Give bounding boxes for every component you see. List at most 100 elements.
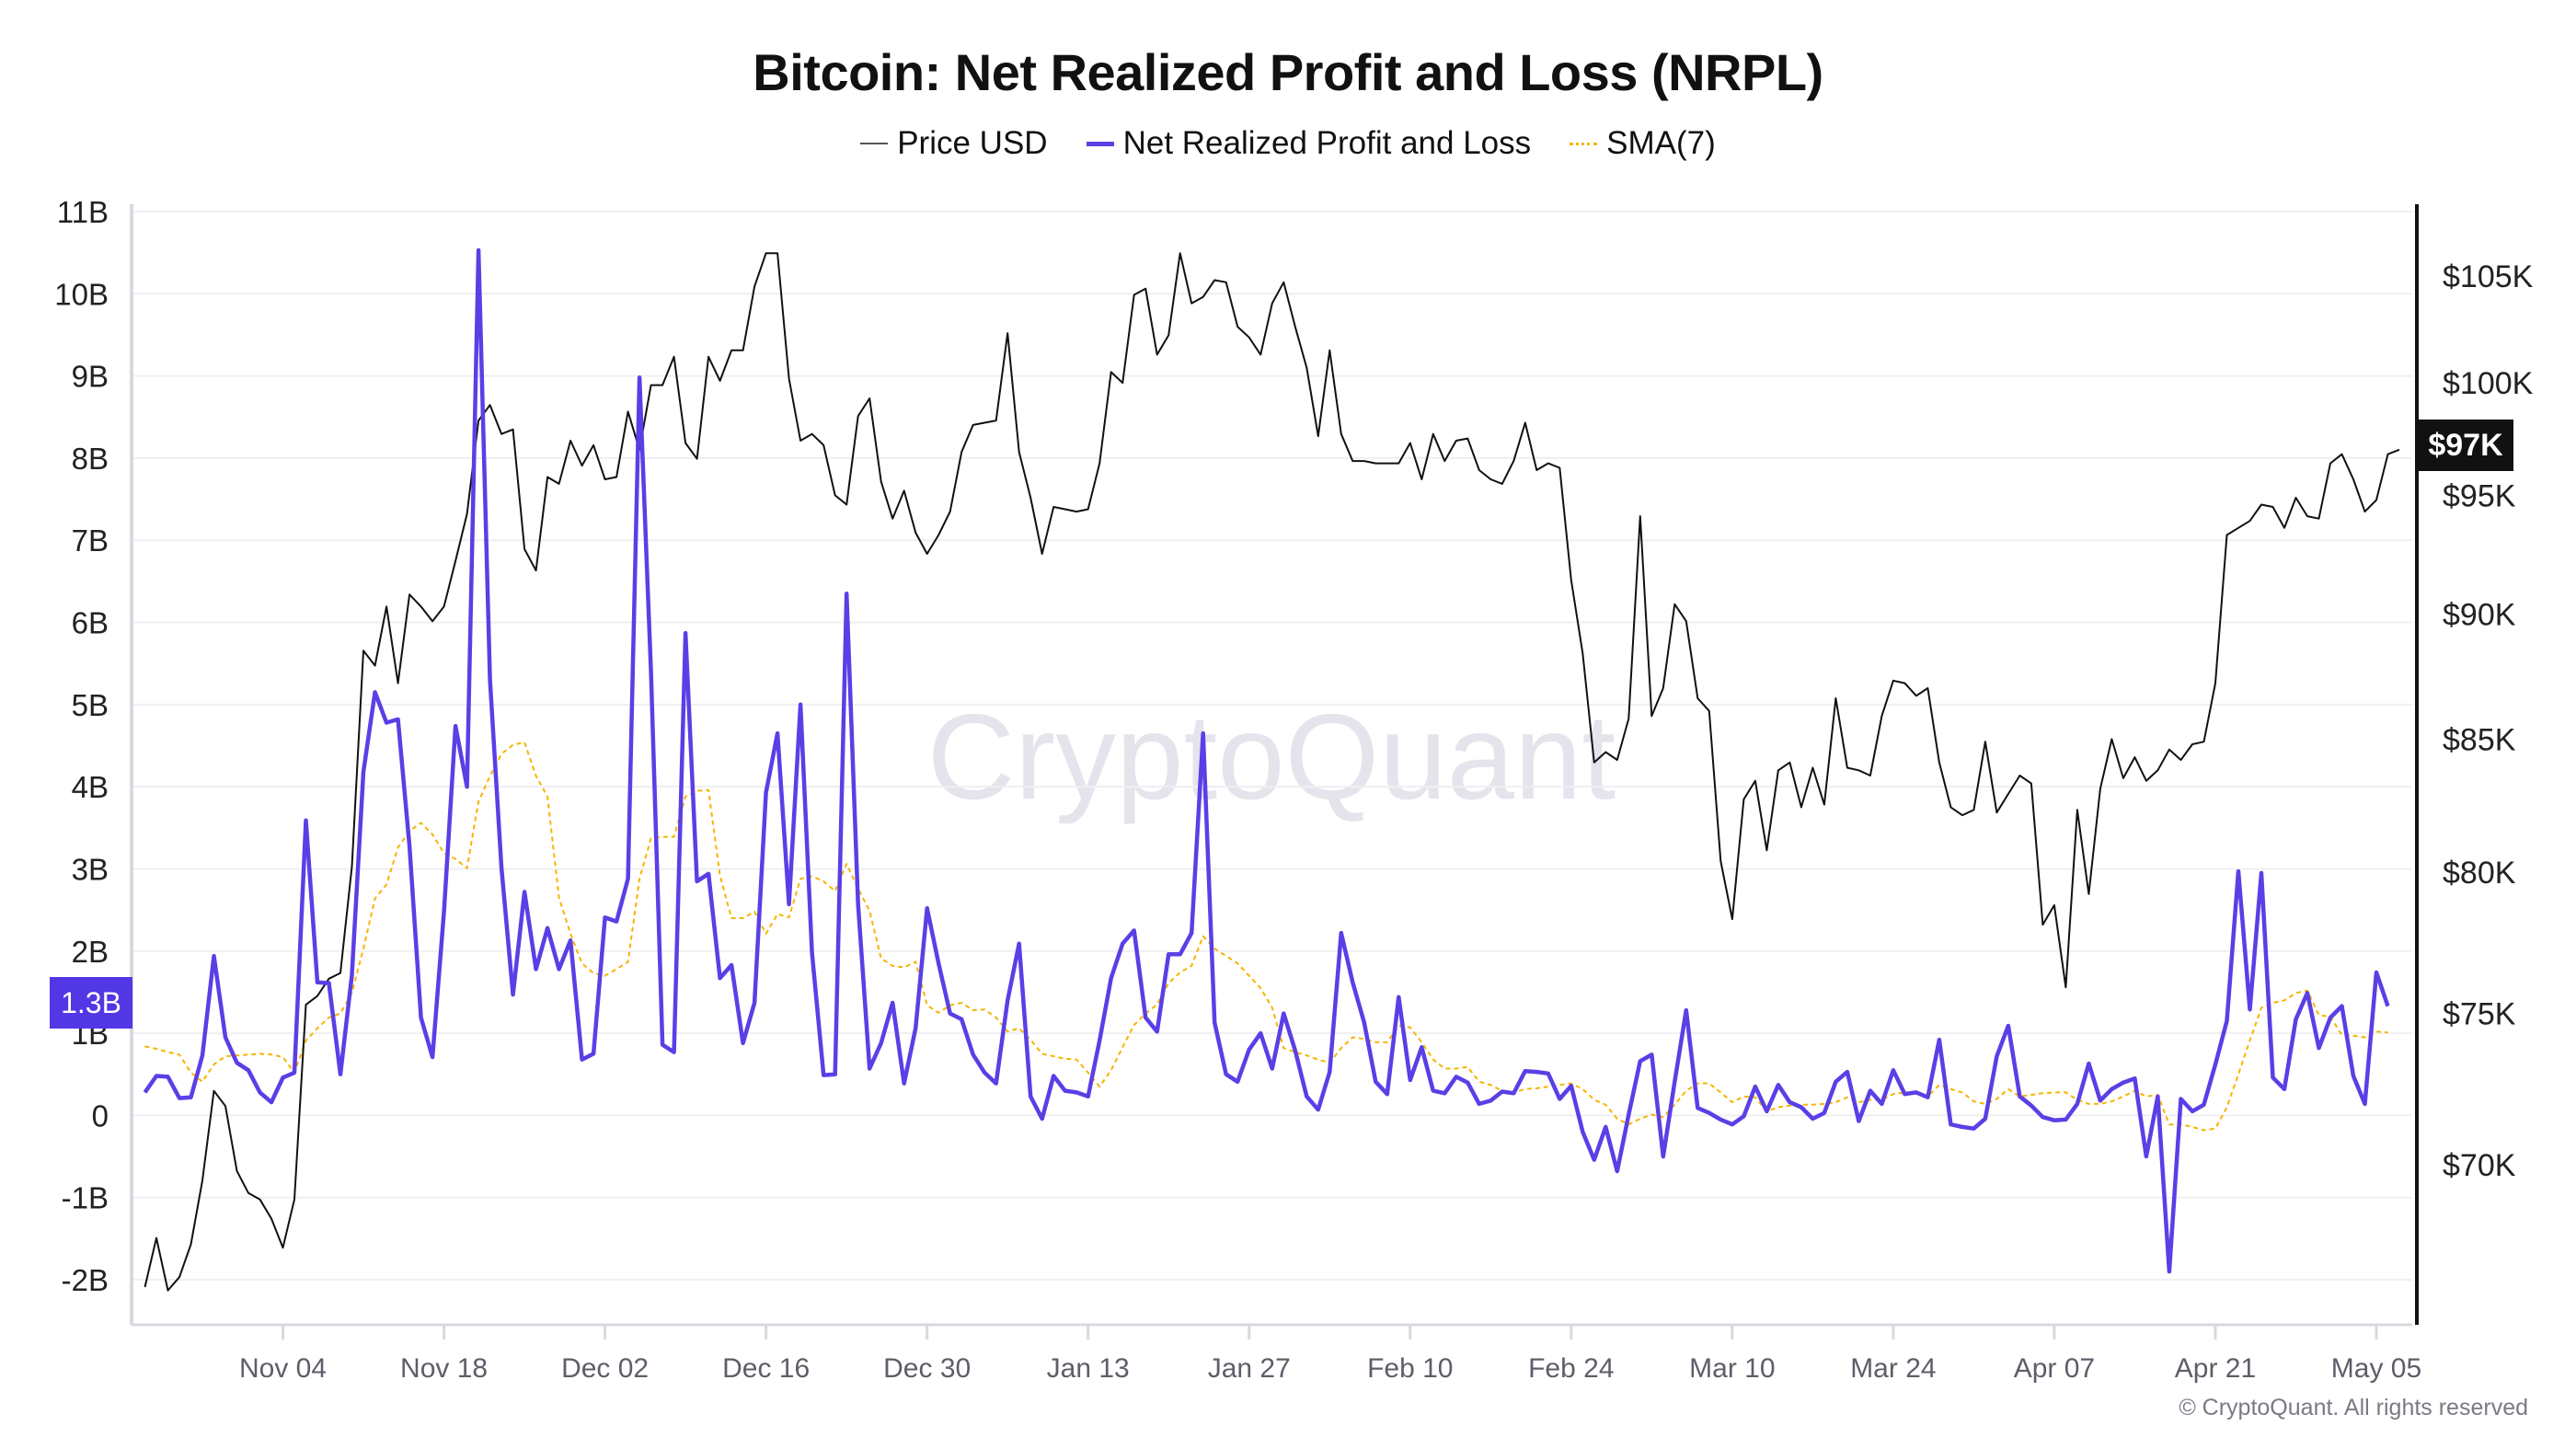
nrpl-point [144,1091,146,1093]
nrpl-point [1156,1030,1158,1032]
price-point [972,424,974,426]
sma-point [1731,1101,1733,1103]
nrpl-point [1696,1107,1698,1109]
legend-item-price[interactable]: Price USD [860,125,1048,162]
price-point [397,683,399,684]
price-point [615,477,617,478]
sma-point [903,967,905,969]
x-axis-tick-label: Nov 18 [400,1353,488,1384]
sma-point [489,776,491,777]
sma-point [2272,1002,2274,1004]
nrpl-point [385,722,387,724]
sma-point [420,822,422,823]
sma-point [673,836,675,838]
legend-swatch-price [860,143,889,144]
price-point [443,605,445,607]
nrpl-point [880,1042,882,1044]
sma-point [1190,965,1192,967]
price-point [1581,652,1583,654]
price-point [1558,467,1560,469]
nrpl-point [1133,929,1135,931]
nrpl-point [719,977,721,979]
left-axis-tick-label: 5B [72,688,109,722]
legend-item-nrpl[interactable]: Net Realized Profit and Loss [1086,125,1532,162]
nrpl-point [1271,1068,1273,1070]
price-point [1029,497,1031,499]
nrpl-point [914,1028,916,1029]
nrpl-point [1685,1009,1687,1011]
nrpl-point [1374,1081,1376,1083]
right-axis-tick-label: $100K [2443,366,2534,401]
sma-point [1029,1039,1031,1041]
sma-point [535,776,537,777]
sma-point [2087,1103,2089,1105]
sma-point [1949,1088,1951,1090]
nrpl-point [500,868,502,869]
left-axis-tick-label: 10B [54,277,109,311]
price-point [696,458,698,460]
price-point [178,1276,180,1278]
nrpl-point [1673,1081,1675,1083]
sma-point [2191,1126,2193,1128]
legend-item-sma[interactable]: SMA(7) [1570,125,1716,162]
price-point [1478,469,1480,471]
nrpl-point [1098,1040,1100,1041]
sma-point [983,1008,985,1010]
sma-point [1236,962,1238,964]
price-point [834,494,836,496]
nrpl-point [1248,1049,1250,1051]
nrpl-point [1857,1121,1859,1122]
nrpl-point [2110,1088,2112,1090]
price-point [1926,687,1928,689]
price-point [1754,780,1756,782]
sma-point [1857,1101,1859,1103]
sma-point [627,960,629,962]
sma-point [1846,1097,1848,1098]
sma-point [1271,1006,1273,1008]
copyright: © CryptoQuant. All rights reserved [2179,1395,2528,1420]
price-point [489,404,491,406]
sma-point [776,914,778,915]
price-point [1075,511,1077,512]
nrpl-point [523,891,525,893]
sma-point [811,876,813,878]
sma-point [650,837,652,839]
nrpl-point [2329,1017,2331,1018]
legend-label-nrpl: Net Realized Profit and Loss [1122,125,1532,161]
nrpl-point [546,927,548,929]
sma-point [2364,1037,2366,1039]
chart-legend: Price USD Net Realized Profit and Loss S… [0,125,2576,162]
sma-point [1547,1086,1549,1087]
sma-point [1938,1084,1940,1086]
left-axis-tick-label: 11B [57,195,109,229]
sma-point [1662,1116,1664,1118]
x-axis-tick-label: May 05 [2331,1353,2421,1384]
nrpl-point [2375,972,2377,973]
price-point [316,995,318,997]
price-point [581,465,583,466]
sma-point [1478,1081,1480,1083]
sma-point [397,846,399,848]
price-point [592,444,594,446]
price-point [1696,697,1698,699]
price-point [2030,783,2032,785]
price-point [627,410,629,412]
price-point [2145,780,2147,782]
nrpl-point [1064,1090,1066,1092]
price-point [753,285,755,287]
nrpl-line [143,247,2390,1274]
nrpl-point [1455,1075,1457,1077]
sma-point [236,1054,238,1056]
price-point [1524,422,1526,424]
nrpl-point [1777,1084,1779,1086]
sma-point [2341,1034,2343,1036]
x-axis-tick-label: Mar 24 [1850,1353,1936,1384]
sma-point [1892,1093,1894,1095]
nrpl-point [1547,1073,1549,1075]
sma-point [1604,1104,1606,1106]
nrpl-point [776,732,778,734]
sma-point [845,863,847,865]
sma-point [1351,1037,1353,1039]
sma-point [1052,1055,1054,1057]
nrpl-point [2352,1075,2354,1077]
